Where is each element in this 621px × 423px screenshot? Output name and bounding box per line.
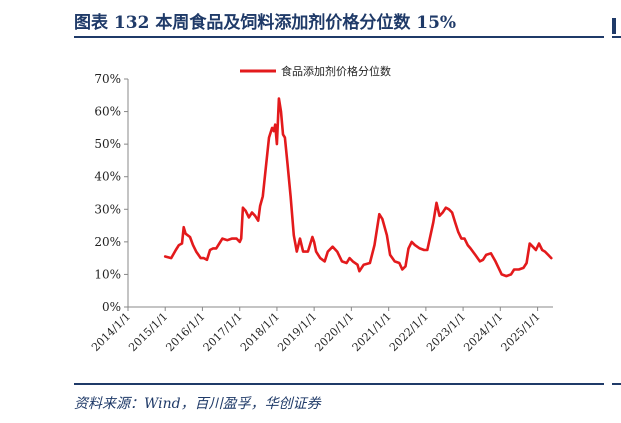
series-layer bbox=[163, 97, 553, 278]
x-tick-label: 2017/1/1 bbox=[201, 310, 245, 354]
y-tick-label: 0% bbox=[102, 300, 121, 314]
x-tick-label: 2015/1/1 bbox=[126, 310, 170, 354]
source-note: 资料来源：Wind，百川盈孚，华创证券 bbox=[74, 396, 321, 412]
y-tick-label: 60% bbox=[94, 105, 121, 119]
legend: 食品添加剂价格分位数 bbox=[240, 64, 391, 78]
y-tick-label: 40% bbox=[94, 170, 121, 184]
x-tick-label: 2014/1/1 bbox=[89, 310, 133, 354]
series-line bbox=[163, 97, 553, 278]
source-divider bbox=[74, 383, 604, 385]
adjacent-figure-rule-top bbox=[612, 36, 621, 38]
y-tick-label: 30% bbox=[94, 202, 121, 216]
x-tick-label: 2019/1/1 bbox=[275, 310, 319, 354]
figure-title: 图表 132 本周食品及饲料添加剂价格分位数 15% bbox=[74, 13, 457, 33]
y-tick-label: 20% bbox=[94, 235, 121, 249]
x-tick-label: 2022/1/1 bbox=[387, 310, 431, 354]
y-tick-label: 10% bbox=[94, 267, 121, 281]
adjacent-figure-edge bbox=[612, 18, 616, 34]
legend-label: 食品添加剂价格分位数 bbox=[281, 64, 391, 78]
y-axis: 0% 10% 20% 30% 40% 50% 60% 70% bbox=[94, 72, 129, 314]
x-tick-label: 2024/1/1 bbox=[461, 310, 505, 354]
y-tick-label: 70% bbox=[94, 72, 121, 86]
x-tick-label: 2020/1/1 bbox=[312, 310, 356, 354]
x-tick-label: 2018/1/1 bbox=[238, 310, 282, 354]
adjacent-figure-rule-bottom bbox=[612, 383, 621, 385]
x-axis: 2014/1/12015/1/12016/1/12017/1/12018/1/1… bbox=[89, 306, 553, 354]
title-divider bbox=[74, 36, 604, 38]
x-tick-label: 2023/1/1 bbox=[424, 310, 468, 354]
x-tick-label: 2021/1/1 bbox=[350, 310, 394, 354]
y-tick-label: 50% bbox=[94, 137, 121, 151]
x-tick-label: 2025/1/1 bbox=[499, 310, 543, 354]
x-tick-label: 2016/1/1 bbox=[163, 310, 207, 354]
